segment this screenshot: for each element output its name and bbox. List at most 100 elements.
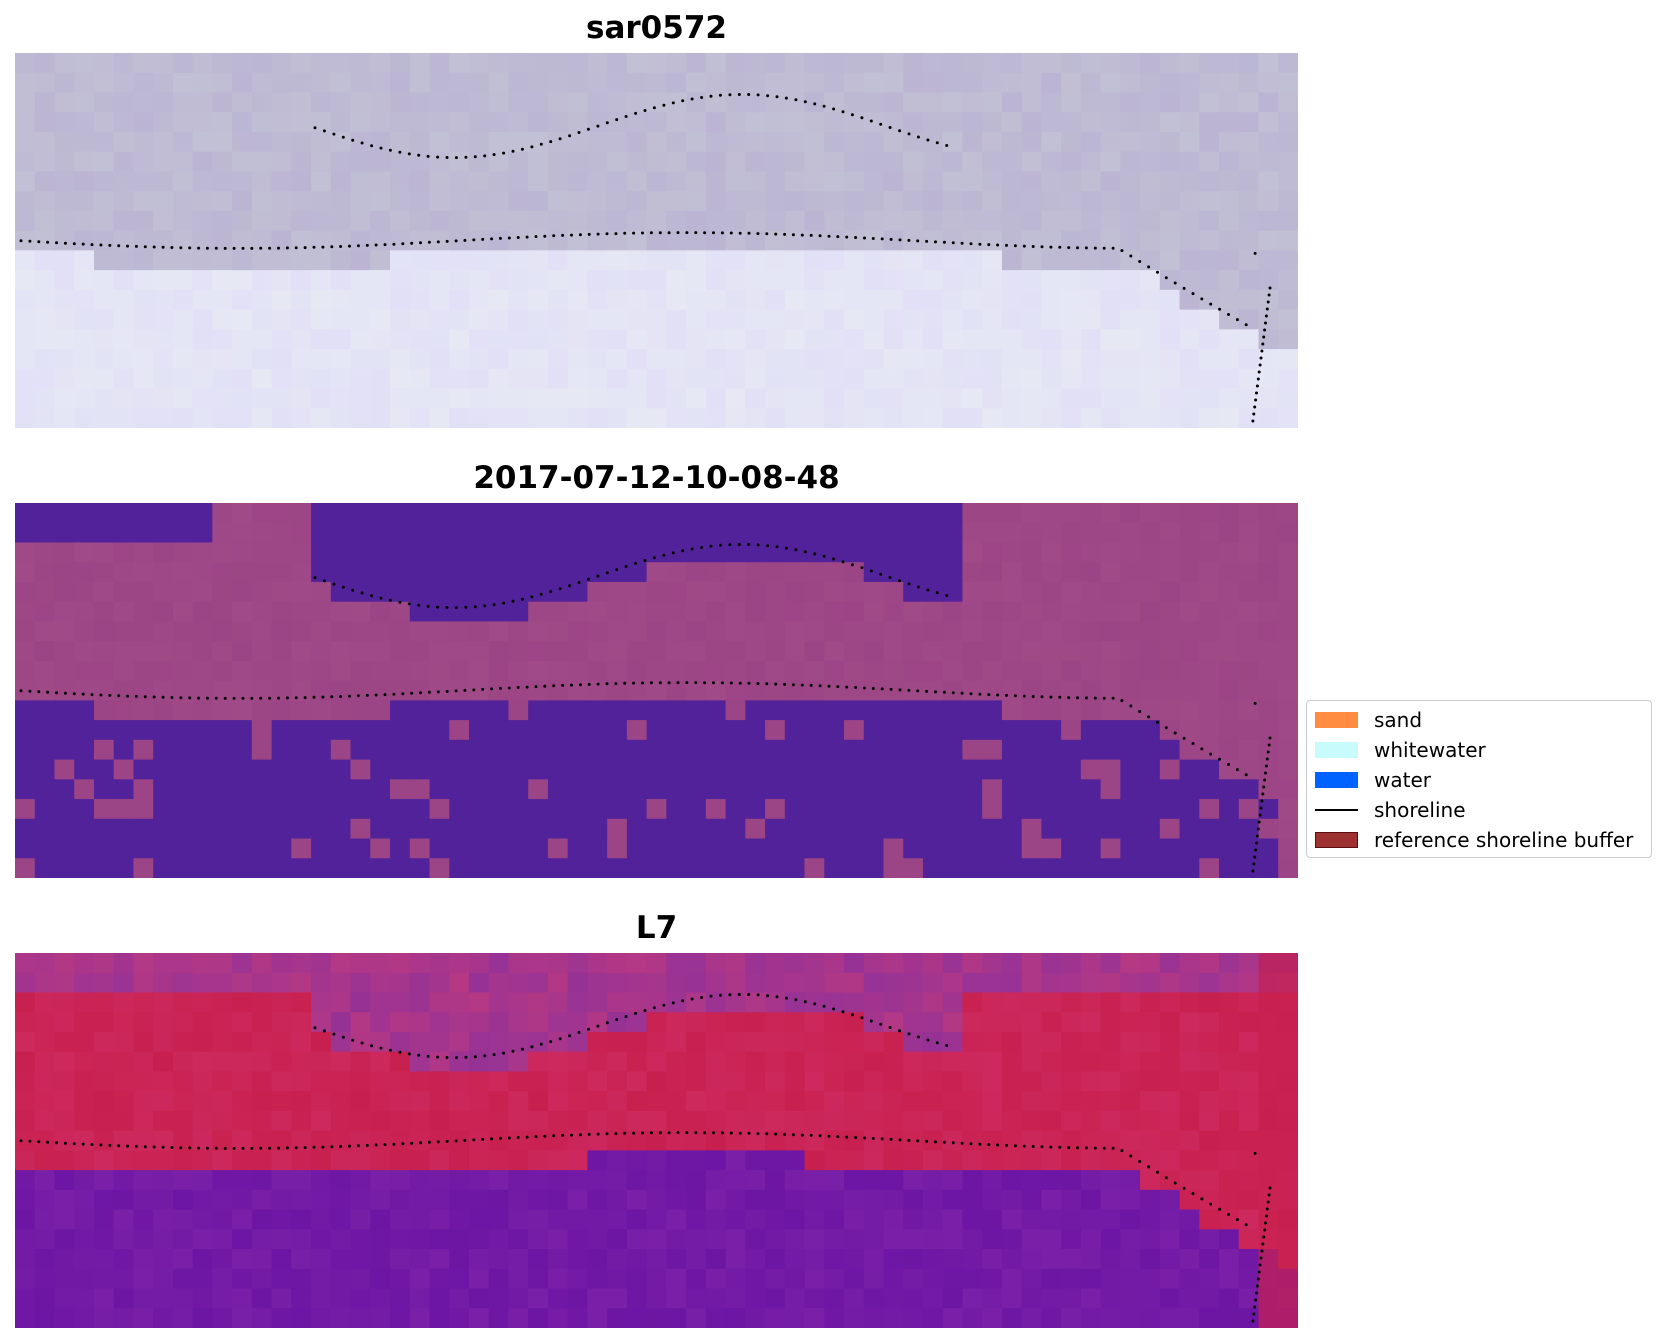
raster-pixel [1219, 1209, 1240, 1230]
shoreline-point [498, 1136, 502, 1140]
legend-item-reference-buffer: reference shoreline buffer [1315, 827, 1633, 853]
raster-pixel [330, 309, 352, 330]
shoreline-point [356, 694, 360, 698]
raster-pixel [626, 112, 648, 133]
raster-pixel [15, 799, 36, 820]
shoreline-point [543, 234, 547, 238]
raster-pixel [646, 1130, 667, 1151]
raster-pixel [15, 759, 36, 780]
raster-pixel [212, 1249, 233, 1270]
raster-pixel [784, 1130, 806, 1151]
raster-pixel [15, 542, 36, 563]
raster-pixel [1179, 1288, 1200, 1309]
raster-pixel [666, 131, 687, 153]
shoreline-point [681, 99, 685, 103]
raster-pixel [528, 171, 549, 192]
raster-pixel [784, 601, 806, 623]
raster-pixel [291, 621, 312, 642]
raster-pixel [1061, 151, 1082, 173]
raster-pixel [291, 818, 312, 840]
raster-pixel [883, 171, 904, 192]
raster-pixel [1021, 131, 1042, 153]
raster-pixel [54, 250, 75, 271]
raster-pixel [113, 779, 135, 800]
raster-pixel [133, 191, 154, 212]
raster-pixel [1061, 250, 1082, 271]
raster-pixel [74, 1031, 95, 1053]
raster-pixel [311, 799, 332, 820]
raster-pixel [232, 779, 253, 800]
raster-pixel [1061, 992, 1082, 1013]
raster-pixel [824, 953, 845, 974]
raster-pixel [133, 210, 154, 232]
raster-pixel [1159, 388, 1181, 409]
shoreline-point [313, 576, 317, 580]
raster-pixel [547, 210, 569, 232]
raster-pixel [429, 641, 450, 662]
raster-pixel [192, 562, 213, 583]
raster-pixel [922, 151, 944, 173]
raster-pixel [1219, 1249, 1240, 1270]
shoreline-point [813, 1002, 817, 1006]
raster-pixel [93, 503, 115, 524]
raster-pixel [1140, 210, 1161, 232]
raster-pixel [1021, 1091, 1042, 1112]
raster-pixel [330, 562, 352, 583]
raster-pixel [1120, 1209, 1141, 1230]
raster-pixel [626, 720, 648, 741]
raster-pixel [291, 309, 312, 330]
raster-pixel [429, 838, 450, 859]
raster-pixel [311, 838, 332, 859]
raster-pixel [330, 1249, 352, 1270]
raster-pixel [1021, 522, 1042, 544]
raster-pixel [390, 601, 411, 623]
raster-pixel [390, 250, 411, 271]
raster-pixel [508, 601, 529, 623]
raster-pixel [1219, 1091, 1240, 1112]
raster-pixel [251, 660, 273, 682]
raster-pixel [1120, 309, 1141, 330]
raster-pixel [429, 151, 450, 173]
raster-pixel [1278, 799, 1298, 820]
raster-pixel [804, 1170, 825, 1191]
raster-pixel [172, 289, 194, 311]
raster-pixel [34, 992, 56, 1013]
raster-pixel [390, 1091, 411, 1112]
raster-pixel [34, 522, 56, 544]
raster-pixel [93, 112, 115, 133]
raster-pixel [705, 621, 727, 642]
raster-pixel [54, 92, 75, 113]
raster-pixel [686, 1189, 707, 1211]
raster-pixel [1001, 270, 1023, 291]
shoreline-point [791, 683, 795, 687]
shoreline-point [756, 93, 760, 97]
raster-pixel [1061, 858, 1082, 878]
raster-pixel [1159, 92, 1181, 113]
raster-pixel [74, 289, 95, 311]
raster-pixel [903, 408, 924, 428]
raster-pixel [547, 329, 569, 350]
raster-pixel [528, 112, 549, 133]
raster-pixel [133, 720, 154, 741]
raster-pixel [390, 1288, 411, 1309]
raster-pixel [93, 1170, 115, 1191]
raster-pixel [468, 1110, 490, 1132]
raster-pixel [133, 1308, 154, 1328]
raster-pixel [350, 562, 371, 583]
raster-pixel [1100, 368, 1121, 390]
shoreline-point [1262, 785, 1266, 789]
raster-pixel [607, 1288, 628, 1309]
raster-pixel [34, 779, 56, 800]
raster-pixel [350, 503, 371, 524]
shoreline-point [214, 246, 218, 250]
raster-pixel [1100, 1249, 1121, 1270]
raster-pixel [172, 72, 194, 94]
shoreline-point [712, 1131, 715, 1135]
shoreline-point [737, 543, 741, 546]
raster-pixel [626, 1031, 648, 1053]
raster-pixel [1199, 388, 1220, 409]
raster-pixel [192, 131, 213, 153]
raster-pixel [607, 72, 628, 94]
raster-pixel [765, 522, 786, 544]
raster-pixel [232, 270, 253, 291]
